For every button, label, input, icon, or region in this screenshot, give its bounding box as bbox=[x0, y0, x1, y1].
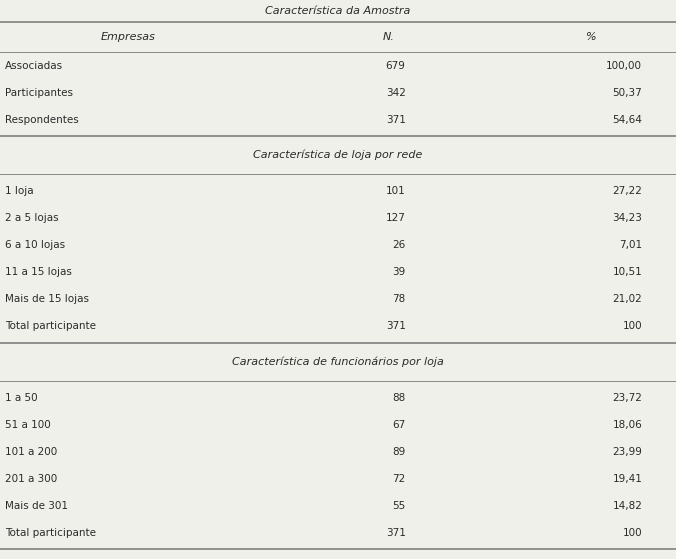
Text: 2 a 5 lojas: 2 a 5 lojas bbox=[5, 213, 59, 223]
Text: Mais de 301: Mais de 301 bbox=[5, 501, 68, 511]
Text: 55: 55 bbox=[392, 501, 406, 511]
Text: 1 loja: 1 loja bbox=[5, 186, 34, 196]
Text: Característica de funcionários por loja: Característica de funcionários por loja bbox=[232, 357, 444, 367]
Text: 50,37: 50,37 bbox=[612, 88, 642, 98]
Text: Participantes: Participantes bbox=[5, 88, 74, 98]
Text: Respondentes: Respondentes bbox=[5, 115, 79, 125]
Text: 78: 78 bbox=[392, 294, 406, 304]
Text: 342: 342 bbox=[386, 88, 406, 98]
Text: 51 a 100: 51 a 100 bbox=[5, 420, 51, 430]
Text: %: % bbox=[586, 32, 597, 42]
Text: 23,99: 23,99 bbox=[612, 447, 642, 457]
Text: 11 a 15 lojas: 11 a 15 lojas bbox=[5, 267, 72, 277]
Text: 34,23: 34,23 bbox=[612, 213, 642, 223]
Text: Total participante: Total participante bbox=[5, 321, 97, 331]
Text: 21,02: 21,02 bbox=[612, 294, 642, 304]
Text: 371: 371 bbox=[386, 115, 406, 125]
Text: 127: 127 bbox=[386, 213, 406, 223]
Text: 7,01: 7,01 bbox=[619, 240, 642, 250]
Text: Característica da Amostra: Característica da Amostra bbox=[265, 6, 411, 16]
Text: 101 a 200: 101 a 200 bbox=[5, 447, 57, 457]
Text: 18,06: 18,06 bbox=[612, 420, 642, 430]
Text: 101: 101 bbox=[386, 186, 406, 196]
Text: 679: 679 bbox=[386, 61, 406, 71]
Text: 27,22: 27,22 bbox=[612, 186, 642, 196]
Text: 39: 39 bbox=[392, 267, 406, 277]
Text: 371: 371 bbox=[386, 528, 406, 538]
Text: 100: 100 bbox=[623, 321, 642, 331]
Text: 6 a 10 lojas: 6 a 10 lojas bbox=[5, 240, 66, 250]
Text: Total participante: Total participante bbox=[5, 528, 97, 538]
Text: 14,82: 14,82 bbox=[612, 501, 642, 511]
Text: Empresas: Empresas bbox=[101, 32, 156, 42]
Text: Mais de 15 lojas: Mais de 15 lojas bbox=[5, 294, 89, 304]
Text: 54,64: 54,64 bbox=[612, 115, 642, 125]
Text: 67: 67 bbox=[392, 420, 406, 430]
Text: 201 a 300: 201 a 300 bbox=[5, 474, 57, 484]
Text: N.: N. bbox=[383, 32, 395, 42]
Text: 10,51: 10,51 bbox=[612, 267, 642, 277]
Text: 371: 371 bbox=[386, 321, 406, 331]
Text: 88: 88 bbox=[392, 393, 406, 403]
Text: 72: 72 bbox=[392, 474, 406, 484]
Text: Associadas: Associadas bbox=[5, 61, 64, 71]
Text: 100,00: 100,00 bbox=[606, 61, 642, 71]
Text: 19,41: 19,41 bbox=[612, 474, 642, 484]
Text: 1 a 50: 1 a 50 bbox=[5, 393, 38, 403]
Text: 26: 26 bbox=[392, 240, 406, 250]
Text: 89: 89 bbox=[392, 447, 406, 457]
Text: 100: 100 bbox=[623, 528, 642, 538]
Text: Característica de loja por rede: Característica de loja por rede bbox=[254, 150, 422, 160]
Text: 23,72: 23,72 bbox=[612, 393, 642, 403]
